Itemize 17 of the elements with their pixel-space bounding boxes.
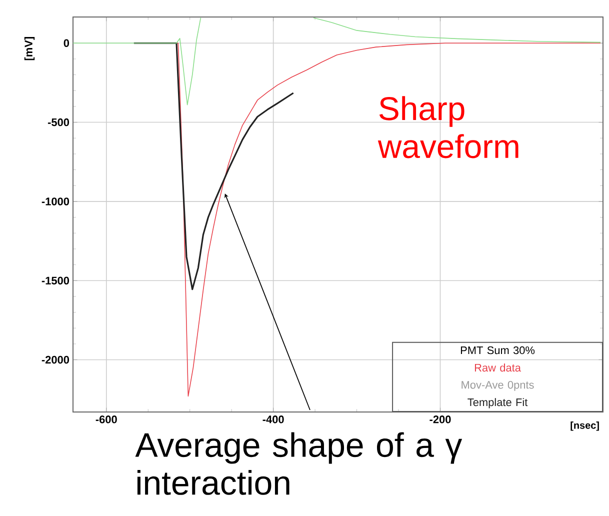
line-series — [133, 42, 294, 290]
annotation: Average shape of a γ interaction — [135, 432, 462, 495]
legend-title: PMT Sum 30% — [460, 346, 535, 354]
y-axis-title: [mV] — [24, 37, 35, 60]
text: Raw data — [474, 364, 521, 372]
y-tick-label: -500 — [48, 118, 70, 126]
x-tick-label: -400 — [262, 416, 284, 424]
y-tick-label: -2000 — [42, 356, 70, 364]
text: Template Fit — [468, 398, 528, 408]
y-tick-label: -1000 — [42, 198, 70, 206]
x-tick-label: -600 — [96, 416, 117, 424]
annotation: Sharp waveform — [378, 96, 518, 158]
y-tick-label: -1500 — [42, 276, 70, 284]
x-axis-title: [nsec] — [570, 422, 599, 431]
y-tick-label: 0 — [64, 39, 70, 47]
legend-label: Mov-Ave 0pnts — [462, 380, 534, 391]
x-tick-label: -200 — [430, 416, 451, 424]
